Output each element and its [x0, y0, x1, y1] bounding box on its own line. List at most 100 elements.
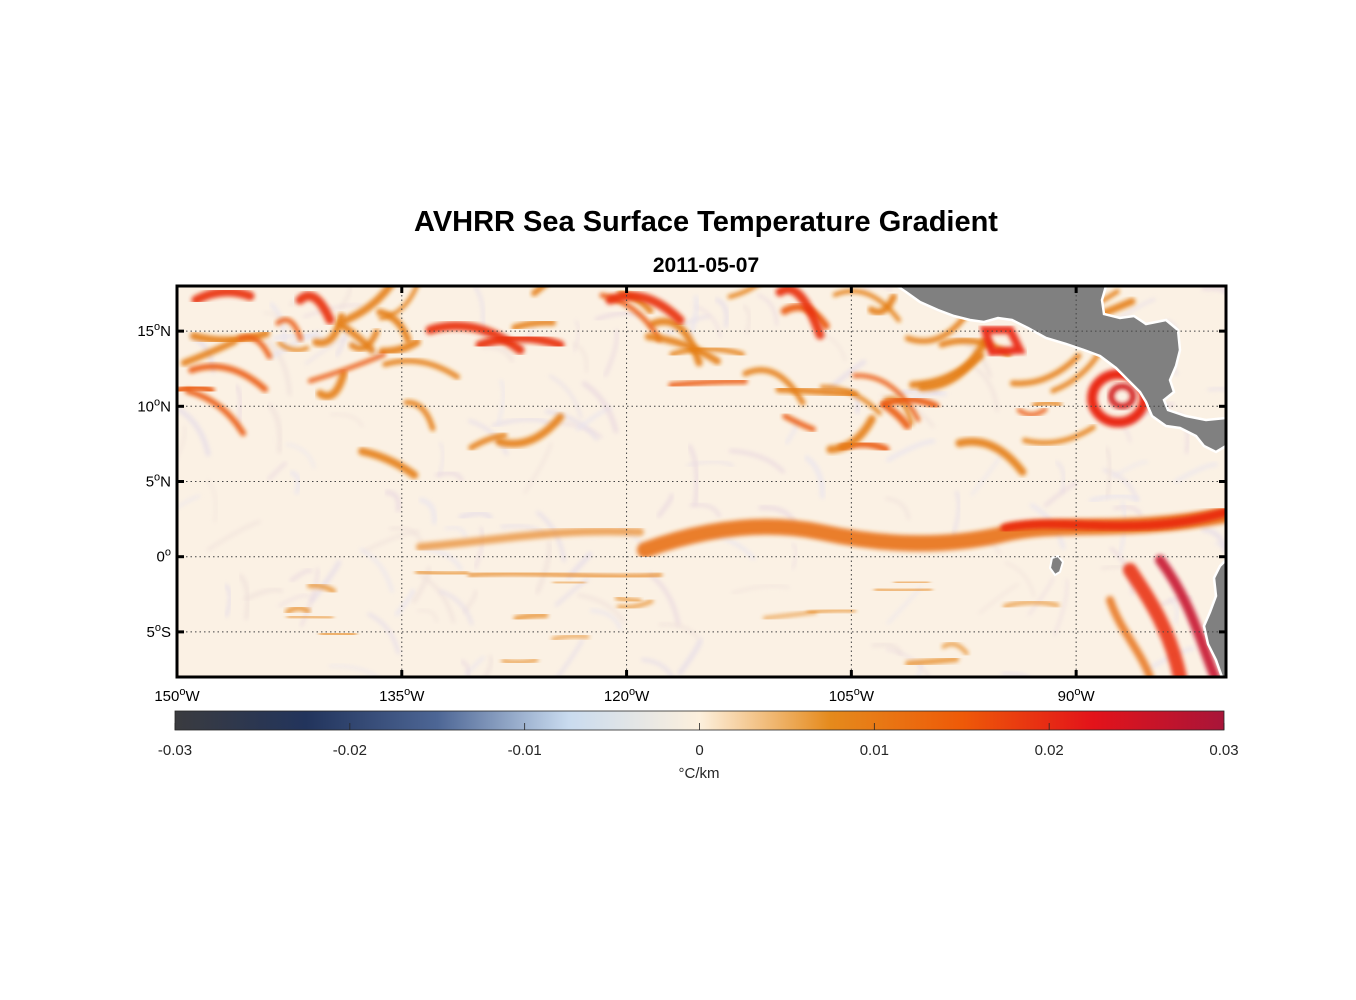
gradient-front [501, 657, 539, 665]
south-america-land [1202, 558, 1226, 677]
lat-tick-label: 10oN [137, 396, 171, 415]
gradient-front [262, 311, 292, 332]
gradient-front [832, 288, 902, 323]
gradient-front [307, 352, 387, 384]
gradient-front [415, 569, 470, 577]
gradient-front [284, 605, 311, 615]
gradient-front [277, 340, 310, 353]
gradient-front [572, 320, 580, 352]
gradient-front [742, 367, 806, 406]
gradient-front [1032, 400, 1062, 408]
gradient-front [1000, 507, 1226, 533]
gradient-front [340, 286, 395, 325]
gradient-front [885, 496, 911, 521]
gradient-front [177, 383, 215, 395]
gradient-front [307, 582, 337, 594]
gradient-front [531, 286, 548, 297]
gradient-front [188, 363, 269, 393]
colorbar-ticks: -0.03 -0.02 -0.01 0 0.01 0.02 0.03 [158, 723, 1239, 759]
gradient-front [358, 447, 419, 479]
gradient-front [384, 489, 402, 513]
gradient-front [1055, 460, 1066, 494]
gradient-front [389, 526, 423, 543]
colorbar-tick-label: 0.03 [1209, 742, 1238, 759]
gradient-front [177, 425, 186, 460]
map-date-subtitle: 2011-05-07 [652, 254, 760, 277]
gradient-front [467, 419, 509, 456]
gradient-front [1043, 481, 1078, 508]
gradient-front [304, 337, 347, 365]
gradient-front [376, 308, 412, 344]
gradient-front [1053, 578, 1069, 636]
gradient-front [513, 612, 549, 622]
gradient-front [554, 577, 590, 607]
gradient-front [1207, 387, 1226, 391]
lat-tick-label: 5oN [146, 472, 171, 491]
galapagos-island [1048, 554, 1065, 577]
gradient-front [644, 333, 721, 365]
gradient-front [475, 333, 565, 350]
gradient-front [435, 471, 464, 482]
gradient-front [941, 642, 969, 656]
gradient-front [729, 448, 786, 474]
gradient-front [189, 329, 271, 345]
gradient-front [285, 443, 316, 469]
colorbar-tick-label: -0.03 [158, 742, 192, 759]
gradient-front [641, 657, 674, 677]
gradient-front [727, 286, 760, 299]
gradient-front [302, 304, 364, 318]
gradient-front [1113, 505, 1143, 517]
gradient-front [289, 568, 313, 583]
gradient-front [177, 494, 201, 509]
gradient-front [979, 326, 1027, 357]
gradient-front [495, 413, 565, 448]
gradient-front [581, 381, 619, 434]
gradient-front [1200, 527, 1226, 553]
gradient-front [687, 444, 700, 506]
colorbar-tick-label: 0 [695, 742, 703, 759]
gradient-front [1088, 493, 1139, 503]
gradient-front [758, 505, 796, 524]
gradient-front [782, 413, 816, 433]
gradient-front [677, 637, 703, 676]
gradient-front [978, 583, 1020, 615]
gradient-front [1104, 446, 1113, 499]
gradient-front [1106, 596, 1154, 677]
colorbar-tick-label: -0.01 [508, 742, 542, 759]
gradient-front [545, 409, 599, 441]
gradient-front [791, 543, 798, 570]
gradient-front [616, 599, 654, 610]
gradient-front [438, 589, 474, 626]
gradient-front [444, 526, 467, 539]
gradient-front [775, 385, 859, 399]
gradient-front [206, 520, 261, 552]
gradient-front [382, 358, 460, 380]
gradient-front [951, 490, 961, 538]
gradient-front [548, 374, 583, 419]
gradient-front [1009, 352, 1082, 387]
gradient-front [826, 414, 876, 454]
lon-tick-label: 90oW [1058, 686, 1096, 705]
gradient-front [378, 338, 421, 356]
gradient-front [1004, 561, 1036, 598]
gradient-front [668, 378, 748, 389]
gradient-front [1123, 563, 1187, 677]
lat-tick-label: 0o [157, 547, 171, 566]
gradient-front [909, 352, 984, 389]
gradient-front [1174, 462, 1218, 484]
gradient-front [318, 630, 357, 638]
gradient-front [460, 659, 471, 677]
gradient-front [656, 493, 674, 518]
gradient-front [367, 612, 401, 655]
gradient-front [467, 571, 663, 579]
gradient-front [874, 586, 933, 593]
gradient-front [605, 291, 685, 325]
gradient-front [757, 294, 779, 326]
gradient-front [328, 665, 379, 677]
gradient-front [886, 439, 936, 462]
gradient-front [1155, 555, 1220, 677]
gradient-front [289, 470, 301, 495]
gradient-front [1022, 424, 1096, 446]
gradient-front [1201, 286, 1226, 293]
